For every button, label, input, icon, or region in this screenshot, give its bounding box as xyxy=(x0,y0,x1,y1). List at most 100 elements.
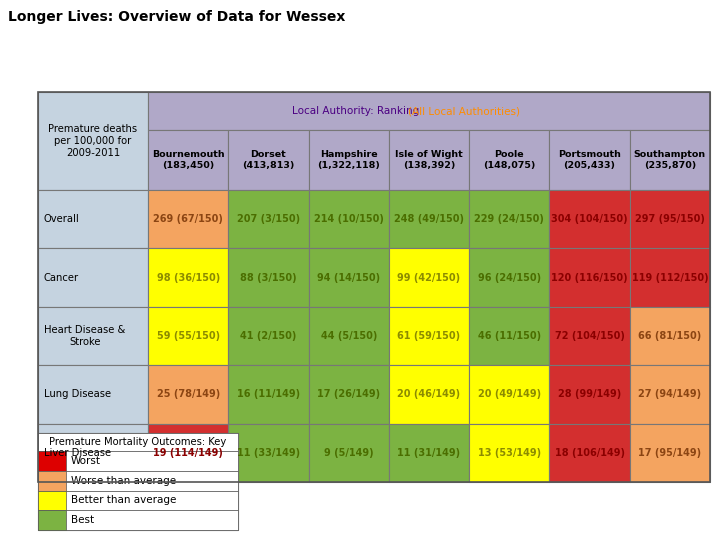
Text: 18 (106/149): 18 (106/149) xyxy=(554,448,624,458)
Text: Better than average: Better than average xyxy=(71,495,176,505)
Text: Portsmouth
(205,433): Portsmouth (205,433) xyxy=(558,150,621,170)
Text: 11 (33/149): 11 (33/149) xyxy=(237,448,300,458)
Text: Lung Disease: Lung Disease xyxy=(44,389,111,400)
Bar xyxy=(38,190,148,248)
Bar xyxy=(309,190,389,248)
Bar xyxy=(228,248,309,307)
Text: Premature Mortality Outcomes: Key: Premature Mortality Outcomes: Key xyxy=(50,437,227,447)
Bar xyxy=(148,423,228,482)
Text: 19 (114/149): 19 (114/149) xyxy=(153,448,223,458)
Bar xyxy=(309,365,389,423)
Text: 119 (112/150): 119 (112/150) xyxy=(631,273,708,282)
Bar xyxy=(38,451,66,471)
Bar xyxy=(148,365,228,423)
Text: 17 (26/149): 17 (26/149) xyxy=(317,389,380,400)
Bar xyxy=(38,510,238,530)
Bar xyxy=(38,510,66,530)
Text: Premature deaths
per 100,000 for
2009-2011: Premature deaths per 100,000 for 2009-20… xyxy=(48,124,138,158)
Bar xyxy=(148,130,228,190)
Text: 72 (104/150): 72 (104/150) xyxy=(554,331,624,341)
Text: 44 (5/150): 44 (5/150) xyxy=(320,331,377,341)
Bar xyxy=(309,307,389,365)
Text: 27 (94/149): 27 (94/149) xyxy=(639,389,701,400)
Bar xyxy=(38,490,66,510)
Bar xyxy=(38,92,148,190)
Bar xyxy=(630,307,710,365)
Text: Worst: Worst xyxy=(71,456,101,466)
Bar xyxy=(389,365,469,423)
Text: 13 (53/149): 13 (53/149) xyxy=(478,448,541,458)
Bar xyxy=(469,423,549,482)
Text: 9 (5/149): 9 (5/149) xyxy=(324,448,374,458)
Text: 46 (11/150): 46 (11/150) xyxy=(478,331,541,341)
Bar xyxy=(38,451,238,471)
Bar xyxy=(309,130,389,190)
Text: Dorset
(413,813): Dorset (413,813) xyxy=(242,150,294,170)
Text: Best: Best xyxy=(71,515,94,525)
Bar xyxy=(38,423,148,482)
Text: 20 (49/149): 20 (49/149) xyxy=(478,389,541,400)
Bar xyxy=(309,248,389,307)
Text: 94 (14/150): 94 (14/150) xyxy=(317,273,380,282)
Text: 41 (2/150): 41 (2/150) xyxy=(240,331,297,341)
Text: 297 (95/150): 297 (95/150) xyxy=(635,214,705,224)
Bar xyxy=(38,471,238,490)
Bar xyxy=(469,130,549,190)
Text: 120 (116/150): 120 (116/150) xyxy=(552,273,628,282)
Bar xyxy=(38,92,710,482)
Text: 66 (81/150): 66 (81/150) xyxy=(638,331,701,341)
Bar xyxy=(228,365,309,423)
Bar xyxy=(630,248,710,307)
Text: 214 (10/150): 214 (10/150) xyxy=(314,214,384,224)
Bar xyxy=(469,307,549,365)
Text: Isle of Wight
(138,392): Isle of Wight (138,392) xyxy=(395,150,463,170)
Text: Poole
(148,075): Poole (148,075) xyxy=(483,150,536,170)
Text: 59 (55/150): 59 (55/150) xyxy=(156,331,220,341)
Bar xyxy=(630,365,710,423)
Text: 207 (3/150): 207 (3/150) xyxy=(237,214,300,224)
Bar xyxy=(469,365,549,423)
Text: Worse than average: Worse than average xyxy=(71,476,176,485)
Text: Heart Disease &
Stroke: Heart Disease & Stroke xyxy=(44,325,125,347)
Bar xyxy=(389,248,469,307)
Text: 61 (59/150): 61 (59/150) xyxy=(397,331,461,341)
Text: 99 (42/150): 99 (42/150) xyxy=(397,273,461,282)
Bar xyxy=(228,307,309,365)
Bar xyxy=(389,307,469,365)
Bar xyxy=(228,130,309,190)
Text: Overall: Overall xyxy=(44,214,80,224)
Bar xyxy=(630,190,710,248)
Text: 17 (95/149): 17 (95/149) xyxy=(639,448,701,458)
Text: 20 (46/149): 20 (46/149) xyxy=(397,389,461,400)
Bar xyxy=(549,248,630,307)
Text: (All Local Authorities): (All Local Authorities) xyxy=(408,106,520,116)
Text: 98 (36/150): 98 (36/150) xyxy=(156,273,220,282)
Text: Southampton
(235,870): Southampton (235,870) xyxy=(634,150,706,170)
Bar xyxy=(549,423,630,482)
Bar xyxy=(148,248,228,307)
Text: 304 (104/150): 304 (104/150) xyxy=(552,214,628,224)
Bar xyxy=(38,490,238,510)
Text: Cancer: Cancer xyxy=(44,273,79,282)
Bar xyxy=(38,471,66,490)
Text: 248 (49/150): 248 (49/150) xyxy=(394,214,464,224)
Bar xyxy=(630,423,710,482)
Text: 28 (99/149): 28 (99/149) xyxy=(558,389,621,400)
Bar xyxy=(38,365,148,423)
Bar xyxy=(389,130,469,190)
Bar xyxy=(38,433,238,451)
Bar xyxy=(630,130,710,190)
Text: Longer Lives: Overview of Data for Wessex: Longer Lives: Overview of Data for Wesse… xyxy=(8,10,346,24)
Text: Local Authority: Ranking: Local Authority: Ranking xyxy=(292,106,420,116)
Bar xyxy=(148,190,228,248)
Bar xyxy=(549,307,630,365)
Text: 96 (24/150): 96 (24/150) xyxy=(478,273,541,282)
Text: Hampshire
(1,322,118): Hampshire (1,322,118) xyxy=(318,150,380,170)
Text: 11 (31/149): 11 (31/149) xyxy=(397,448,461,458)
Bar xyxy=(148,307,228,365)
Text: Bournemouth
(183,450): Bournemouth (183,450) xyxy=(152,150,225,170)
Bar xyxy=(389,423,469,482)
Text: 88 (3/150): 88 (3/150) xyxy=(240,273,297,282)
Text: 269 (67/150): 269 (67/150) xyxy=(153,214,223,224)
Bar xyxy=(469,248,549,307)
